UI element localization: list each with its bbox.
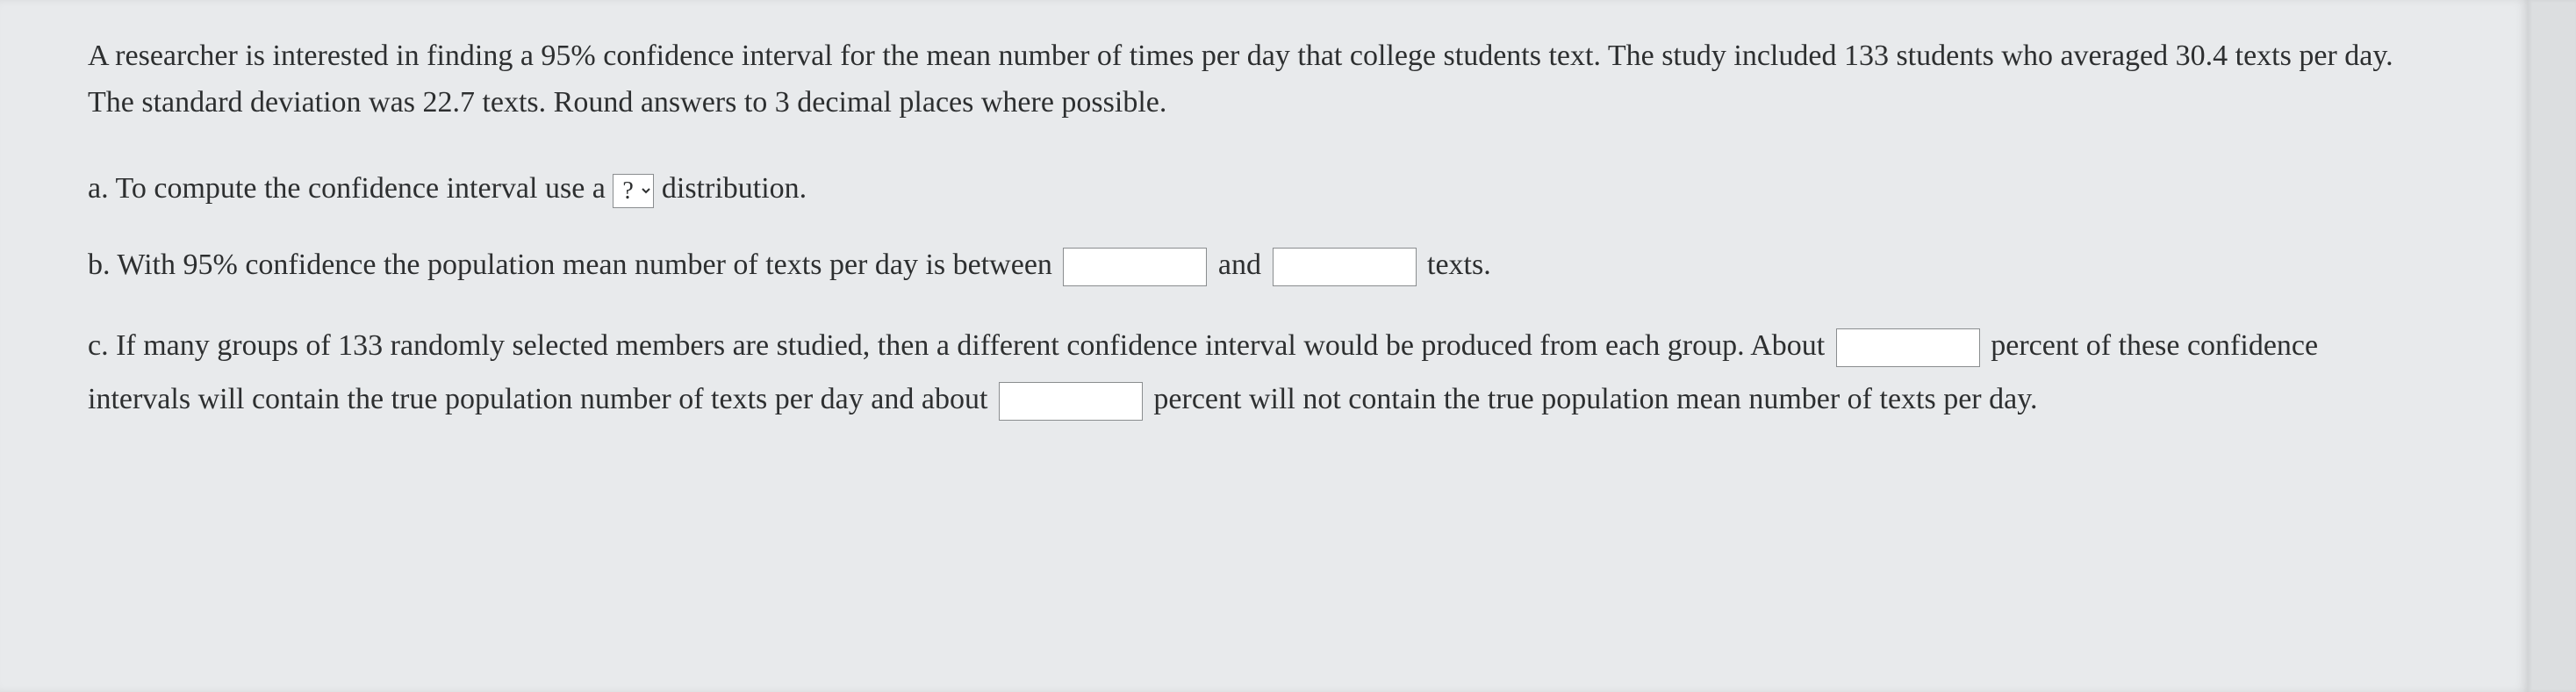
part-a-row: a. To compute the confidence interval us… [88, 166, 2422, 213]
part-c-row: c. If many groups of 133 randomly select… [88, 319, 2422, 426]
question-content: A researcher is interested in finding a … [88, 33, 2422, 456]
part-b-row: b. With 95% confidence the population me… [88, 242, 2422, 289]
vertical-scrollbar[interactable] [2528, 0, 2576, 692]
ci-lower-input[interactable] [1063, 248, 1207, 286]
part-c-seg1: c. If many groups of 133 randomly select… [88, 329, 1833, 362]
percent-contain-input[interactable] [1836, 328, 1980, 367]
distribution-select[interactable]: ? [613, 174, 654, 208]
part-c-seg3: percent will not contain the true popula… [1153, 383, 2037, 415]
part-a-suffix: distribution. [662, 172, 807, 205]
part-b-mid: and [1218, 249, 1269, 281]
part-b-suffix: texts. [1427, 249, 1491, 281]
ci-upper-input[interactable] [1273, 248, 1417, 286]
part-a-prefix: a. To compute the confidence interval us… [88, 172, 613, 205]
percent-not-input[interactable] [999, 382, 1143, 421]
question-panel: A researcher is interested in finding a … [0, 0, 2529, 692]
question-intro: A researcher is interested in finding a … [88, 33, 2422, 126]
part-b-prefix: b. With 95% confidence the population me… [88, 249, 1059, 281]
